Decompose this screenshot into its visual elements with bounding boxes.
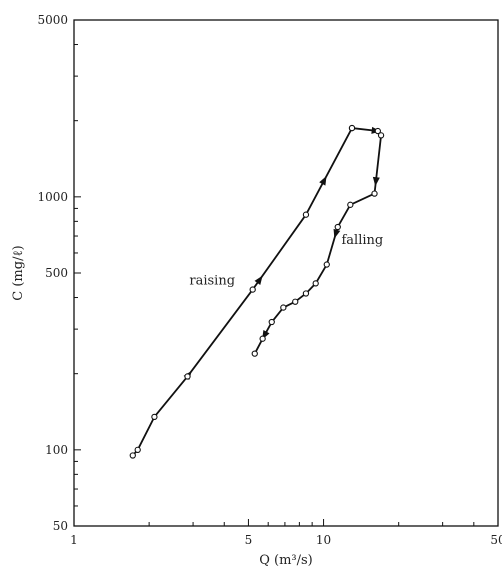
x-tick-label: 5	[245, 533, 253, 547]
data-point	[249, 286, 256, 293]
data-point	[259, 335, 266, 342]
data-point	[302, 290, 310, 297]
data-point	[371, 190, 378, 197]
x-tick-label: 1	[70, 533, 78, 547]
y-tick-label: 1000	[37, 190, 68, 204]
x-tick-label: 10	[316, 533, 331, 547]
x-tick-label: 50	[490, 533, 502, 547]
data-point	[268, 318, 275, 326]
data-point	[334, 223, 341, 231]
y-tick-label: 500	[45, 266, 68, 280]
y-axis-label: C (mg/ℓ)	[11, 245, 26, 300]
series-falling	[251, 124, 385, 357]
data-point	[302, 211, 310, 218]
data-point	[129, 452, 136, 459]
annotation-raising: raising	[189, 274, 235, 289]
annotation-layer: raising falling	[189, 233, 383, 288]
y-tick-label: 50	[53, 519, 68, 533]
data-point	[151, 413, 158, 421]
data-point	[377, 132, 385, 139]
direction-arrow	[333, 228, 341, 239]
y-tick-label: 100	[45, 443, 68, 457]
direction-arrow	[372, 176, 380, 187]
data-point	[184, 373, 191, 380]
direction-arrow	[254, 275, 263, 285]
data-point	[280, 304, 287, 311]
data-point	[323, 261, 330, 268]
data-point	[312, 280, 319, 287]
data-point	[374, 127, 381, 135]
data-point	[251, 350, 258, 357]
data-point	[348, 124, 356, 132]
series-raising	[129, 124, 356, 459]
series-layer	[129, 124, 385, 459]
x-axis-label: Q (m³/s)	[259, 553, 313, 568]
data-point	[347, 201, 354, 208]
data-point	[134, 446, 141, 453]
data-point	[292, 298, 299, 305]
direction-arrow	[319, 176, 327, 186]
annotation-falling: falling	[342, 233, 384, 248]
y-tick-label: 5000	[37, 13, 68, 27]
series-line	[132, 127, 353, 457]
axis-ticks	[73, 19, 499, 527]
axis-tick-labels: 1 5 10 50 50 100 500 1000 5000	[37, 13, 502, 547]
